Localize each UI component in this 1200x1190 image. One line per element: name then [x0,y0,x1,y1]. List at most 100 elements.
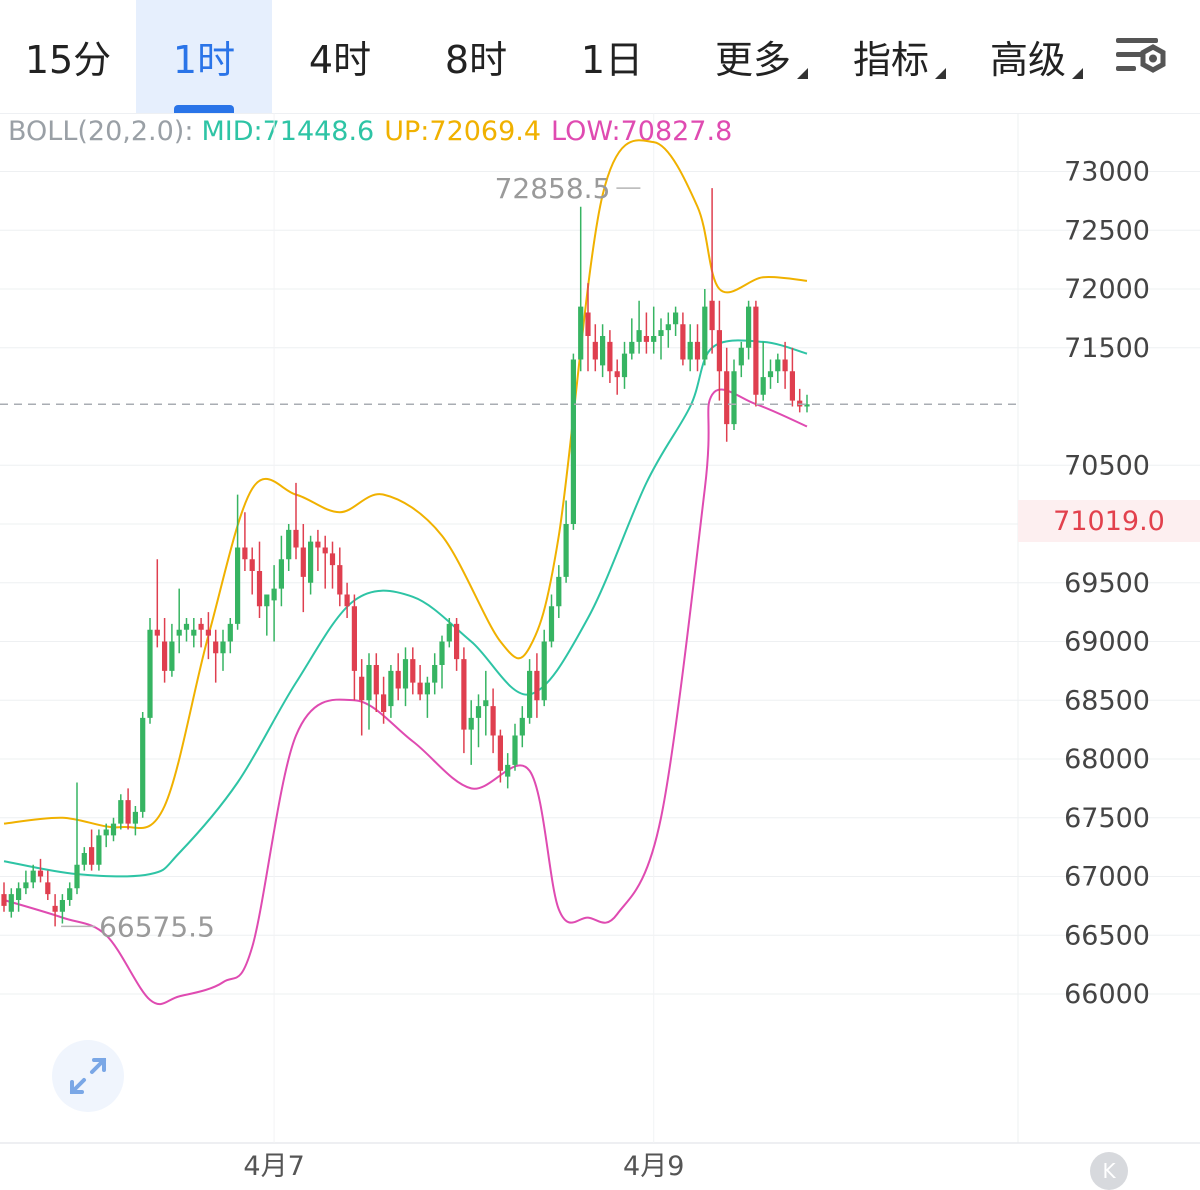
candle-up [651,306,657,354]
candle-up [191,618,197,648]
candle-body [738,347,744,366]
candle-body [621,353,628,378]
candle-down [461,647,467,754]
tab-label: 高级 [989,38,1066,82]
candle-up [183,618,190,642]
candle-body [563,524,569,577]
candle-up [738,341,744,378]
tab-4h[interactable]: 4时 [272,0,408,113]
candle-up [702,289,708,366]
candle-body [731,371,737,425]
candle-body [337,565,343,595]
candle-body [271,588,277,601]
candle-body [804,404,810,407]
y-tick-label: 66000 [1064,979,1150,1010]
candle-body [629,341,635,354]
candlestick-chart[interactable]: 72858.5 66575.5 73000 72500 72000 71500 70500… [0,113,1200,1183]
candle-up [548,594,555,648]
y-tick-label: 68000 [1064,744,1150,775]
candle-up [687,324,693,372]
candle-body [344,594,350,607]
y-tick-label: 73000 [1064,157,1150,188]
candle-down [37,858,44,883]
tab-indicators-dropdown[interactable]: 指标 [838,0,946,113]
candle-up [446,618,452,648]
high-price-annotation: 72858.5 [495,172,611,205]
candle-body [81,853,87,865]
chart-settings-button[interactable] [1110,30,1172,86]
candle-body [373,665,379,695]
candle-up [169,623,175,677]
candle-down [753,300,759,407]
candle-body [1,894,7,906]
y-tick-label: 71500 [1064,333,1150,364]
candle-body [293,529,299,548]
candle-up [264,594,270,636]
candle-body [767,371,774,378]
tab-label: 1日 [580,38,644,82]
tab-8h[interactable]: 8时 [408,0,544,113]
tab-more-dropdown[interactable]: 更多 [700,0,808,113]
candle-up [103,823,109,848]
candle-down [709,188,715,354]
candle-body [242,547,248,560]
candle-body [162,641,168,671]
candle-up [147,618,153,724]
candle-up [278,535,284,607]
candle-body [249,559,255,571]
candle-down [249,547,255,595]
candle-body [716,330,722,372]
candle-body [636,330,642,342]
candle-down [256,541,263,618]
candles [1,188,810,927]
candle-body [497,735,503,771]
tab-15m[interactable]: 15分 [0,0,136,113]
tab-advanced-dropdown[interactable]: 高级 [975,0,1083,113]
candle-down [125,788,131,830]
tab-1d[interactable]: 1日 [544,0,680,113]
interval-tab-bar: 15分 1时 4时 8时 1日 更多 指标 高级 [0,0,1200,114]
candle-up [176,588,182,654]
candle-up [67,882,73,906]
candle-body [402,659,409,689]
candle-body [395,670,401,689]
candle-up [227,618,233,654]
candle-body [315,541,321,548]
candle-body [191,629,197,636]
candle-up [468,700,474,765]
candle-down [585,283,591,372]
candle-body [110,823,117,836]
candle-down [395,653,401,701]
candle-up [563,500,569,583]
candle-up [30,864,36,889]
dropdown-caret-icon [935,68,946,79]
candle-down [1,882,7,912]
candle-up [658,318,664,360]
candle-body [483,700,489,707]
expand-chart-button[interactable] [52,1040,124,1112]
candle-body [30,870,36,883]
candle-body [760,377,766,395]
candle-down [417,665,423,701]
candle-body [67,888,73,900]
y-tick-label: 72500 [1064,215,1150,246]
boll-mid-line [3,339,808,878]
candle-down [592,324,598,372]
candle-up [432,653,438,695]
tab-label: 1时 [172,38,236,82]
candle-down [89,829,95,871]
candle-up [760,341,766,401]
candle-body [475,706,482,718]
candle-down [381,676,387,724]
candle-up [59,894,65,924]
boll-mid-value: MID:71448.6 [201,116,375,147]
candle-body [205,629,211,636]
candle-up [132,806,138,836]
candle-up [629,318,635,360]
candle-down [300,524,306,613]
scroll-to-latest-button[interactable]: K [1090,1152,1128,1190]
candle-body [89,847,95,865]
candle-down [534,653,540,718]
tab-1h[interactable]: 1时 [136,0,272,113]
candle-body [454,623,460,660]
